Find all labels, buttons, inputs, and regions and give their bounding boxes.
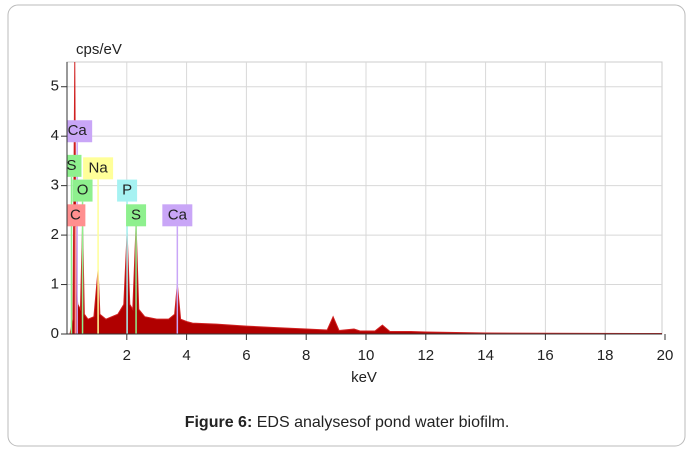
element-label: S: [66, 157, 76, 174]
x-tick-label: 10: [358, 347, 375, 364]
element-label: P: [122, 182, 132, 199]
x-tick-label: 2: [123, 347, 131, 364]
plot-area: [66, 61, 663, 335]
element-label-box: [83, 157, 114, 180]
element-label-box: [72, 179, 93, 202]
x-tick-label: 12: [417, 347, 434, 364]
caption: Figure 6: EDS analysesof pond water biof…: [185, 414, 510, 431]
y-tick-label: 1: [51, 276, 59, 293]
element-label-box: [126, 204, 147, 227]
element-label: C: [70, 206, 81, 223]
y-tick-label: 2: [51, 226, 59, 243]
y-tick-label: 5: [51, 78, 59, 95]
caption-label: Figure 6:: [185, 414, 253, 431]
x-tick-label: 20: [657, 347, 674, 364]
element-label-box: [67, 154, 82, 177]
plot-content: Ca S NaO P C S Ca: [66, 62, 662, 334]
spectrum-line: [69, 62, 662, 334]
y-tick-label: 0: [51, 325, 59, 342]
element-label: Ca: [68, 122, 88, 139]
element-label: Ca: [168, 206, 188, 223]
y-axis-label: cps/eV: [76, 41, 122, 58]
x-tick-label: 8: [302, 347, 310, 364]
y-tick-label: 3: [51, 177, 59, 194]
element-label-box: [67, 120, 93, 143]
element-label-box: [67, 204, 86, 227]
element-label-box: [162, 204, 193, 227]
element-label: O: [77, 182, 89, 199]
element-label: Na: [89, 159, 109, 176]
x-axis-label: keV: [351, 369, 377, 386]
y-tick-label: 4: [51, 127, 59, 144]
x-tick-label: 16: [537, 347, 554, 364]
x-tick-label: 6: [242, 347, 250, 364]
element-label: S: [131, 206, 141, 223]
x-tick-label: 18: [597, 347, 614, 364]
element-label-box: [117, 179, 138, 202]
x-tick-label: 14: [477, 347, 494, 364]
spectrum-area: [69, 62, 662, 334]
caption-text: EDS analysesof pond water biofilm.: [257, 414, 510, 431]
x-tick-label: 4: [182, 347, 190, 364]
